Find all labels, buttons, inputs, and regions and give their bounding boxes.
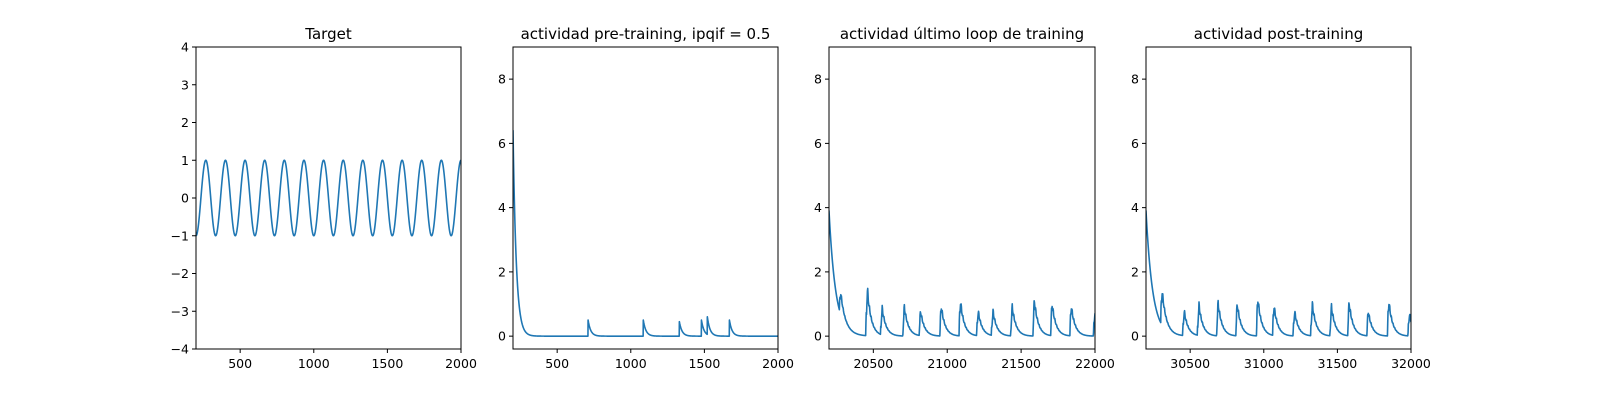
y-tick-label: 4: [814, 200, 822, 215]
series-line: [1146, 210, 1411, 337]
x-tick-label: 31500: [1318, 356, 1358, 371]
panel-2: 500 1000 1500 2000 0 2 4 6 8 actividad pre-traini…: [498, 25, 794, 371]
x-tick-label: 30500: [1170, 356, 1210, 371]
axes-frame: [1145, 46, 1412, 350]
y-tick-label: 8: [498, 72, 506, 87]
panel-1: 500 1000 1500 2000 −4 −3 −2 −1 0 1 2 3 4 Target: [171, 25, 477, 371]
y-tick-label: 2: [1131, 264, 1139, 279]
series-line: [829, 210, 1095, 337]
x-tick-label: 31000: [1244, 356, 1284, 371]
y-tick-label: −3: [171, 304, 189, 319]
y-tick-label: −2: [171, 266, 189, 281]
y-tick-label: 2: [498, 264, 506, 279]
y-tick-label: 8: [814, 72, 822, 87]
y-tick-label: 4: [498, 200, 506, 215]
x-tick-label: 21000: [927, 356, 967, 371]
panel-4: 30500 31000 31500 32000 0 2 4 6 8 actividad post-…: [1131, 25, 1431, 371]
y-tick-label: 8: [1131, 72, 1139, 87]
x-tick-label: 1500: [371, 356, 403, 371]
y-tick-label: 3: [181, 77, 189, 92]
y-tick-label: −4: [171, 342, 189, 357]
x-tick-label: 1500: [688, 356, 720, 371]
y-tick-label: 0: [498, 329, 506, 344]
y-tick-label: 0: [181, 191, 189, 206]
y-tick-label: 4: [181, 40, 189, 55]
y-tick-label: 6: [814, 136, 822, 151]
panel-3: 20500 21000 21500 22000 0 2 4 6 8 actividad últim…: [814, 25, 1115, 371]
y-tick-label: 2: [814, 264, 822, 279]
axes-frame: [828, 46, 1096, 350]
x-tick-label: 2000: [762, 356, 794, 371]
series-line: [513, 129, 778, 337]
x-tick-label: 500: [228, 356, 252, 371]
series-line: [196, 159, 461, 237]
x-tick-label: 22000: [1075, 356, 1115, 371]
y-tick-label: 0: [1131, 329, 1139, 344]
y-tick-label: 1: [181, 153, 189, 168]
y-tick-label: 6: [1131, 136, 1139, 151]
x-tick-label: 21500: [1001, 356, 1041, 371]
y-tick-label: 6: [498, 136, 506, 151]
x-tick-label: 1000: [615, 356, 647, 371]
y-tick-label: 2: [181, 115, 189, 130]
x-tick-label: 1000: [298, 356, 330, 371]
y-tick-label: 0: [814, 329, 822, 344]
x-tick-label: 32000: [1391, 356, 1431, 371]
y-tick-label: 4: [1131, 200, 1139, 215]
chart-title: actividad último loop de training: [840, 25, 1084, 43]
chart-title: Target: [304, 25, 352, 43]
axes-frame: [512, 46, 779, 350]
x-tick-label: 2000: [445, 356, 477, 371]
chart-title: actividad pre-training, ipqif = 0.5: [521, 25, 771, 43]
x-tick-label: 20500: [853, 356, 893, 371]
x-tick-label: 500: [545, 356, 569, 371]
chart-title: actividad post-training: [1194, 25, 1363, 43]
y-tick-label: −1: [171, 228, 189, 243]
